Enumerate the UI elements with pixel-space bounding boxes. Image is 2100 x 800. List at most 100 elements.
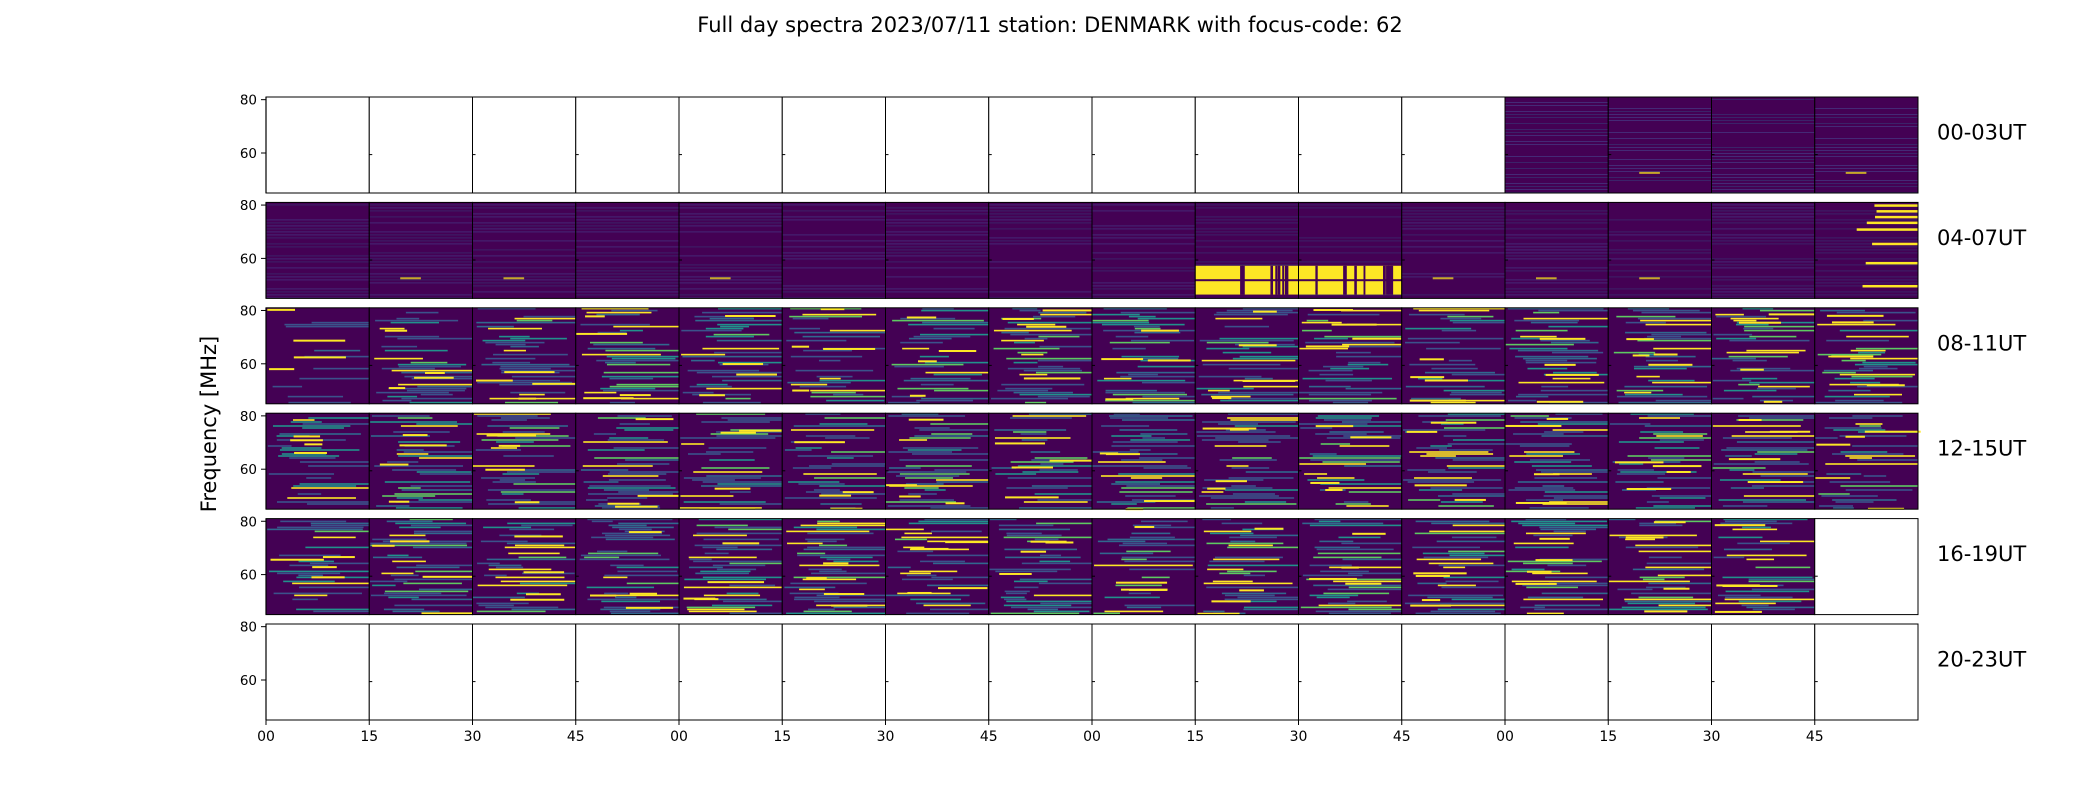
spectrum-panel bbox=[1607, 518, 1712, 616]
panel-border bbox=[1814, 96, 1919, 194]
panel-border bbox=[1814, 518, 1919, 616]
spectrum-panel bbox=[1401, 307, 1506, 405]
spectra-row: 80 60 04-07UT bbox=[240, 198, 2026, 299]
row-time-label: 20-23UT bbox=[1937, 647, 2026, 671]
spectrum-panel bbox=[1711, 201, 1816, 299]
spectra-row: 80 60 12-15UT bbox=[240, 409, 2026, 511]
spectrum-panel bbox=[1711, 518, 1816, 616]
y-tick-label: 60 bbox=[240, 673, 257, 689]
spectrum-panel bbox=[265, 96, 370, 194]
x-tick-label: 45 bbox=[1806, 729, 1824, 745]
spectrum-panel bbox=[1814, 518, 1919, 616]
spectrum-panel bbox=[1814, 412, 1921, 510]
spectrum-panel bbox=[1814, 201, 1919, 299]
spectrum-panel bbox=[781, 623, 886, 721]
x-tick-label: 30 bbox=[1703, 729, 1721, 745]
spectrum-panel bbox=[1711, 412, 1816, 510]
x-tick-label: 30 bbox=[464, 729, 482, 745]
spectrum-panel bbox=[368, 96, 473, 194]
spectrum-panel bbox=[885, 201, 990, 299]
spectrum-panel bbox=[1298, 412, 1403, 510]
spectrum-panel bbox=[1298, 518, 1403, 616]
x-tick-label: 30 bbox=[877, 729, 895, 745]
spectrum-panel bbox=[575, 96, 680, 194]
spectrum-panel bbox=[1401, 96, 1506, 194]
spectrum-panel bbox=[472, 518, 577, 616]
spectrum-panel bbox=[1607, 623, 1712, 721]
spectrum-panel bbox=[1711, 96, 1816, 194]
spectrum-panel bbox=[1194, 201, 1299, 299]
spectrum-panel bbox=[988, 307, 1095, 405]
spectrum-panel bbox=[575, 623, 680, 721]
x-tick-label: 30 bbox=[1290, 729, 1308, 745]
row-time-label: 16-19UT bbox=[1937, 542, 2026, 566]
x-tick-label: 45 bbox=[980, 729, 998, 745]
spectrum-panel bbox=[678, 518, 783, 616]
x-tick-label: 15 bbox=[1186, 729, 1204, 745]
spectrum-panel bbox=[368, 623, 473, 721]
spectrum-panel bbox=[1814, 623, 1919, 721]
y-tick-label: 80 bbox=[240, 620, 257, 636]
spectrum-panel bbox=[472, 623, 577, 721]
row-time-label: 00-03UT bbox=[1937, 120, 2026, 144]
spectrum-panel bbox=[575, 307, 680, 405]
spectrum-panel bbox=[1504, 518, 1609, 616]
spectrum-panel bbox=[265, 307, 370, 405]
spectrum-panel bbox=[1401, 412, 1506, 510]
spectrum-panel bbox=[1607, 307, 1712, 405]
panel-border bbox=[1814, 201, 1919, 299]
spectrum-panel bbox=[781, 201, 886, 299]
spectrum-panel bbox=[1814, 96, 1919, 194]
spectrum-panel bbox=[1091, 201, 1196, 299]
spectrum-panel bbox=[1711, 623, 1816, 721]
spectrum-panel bbox=[265, 623, 370, 721]
row-time-label: 04-07UT bbox=[1937, 226, 2026, 250]
spectrum-panel bbox=[678, 96, 783, 194]
x-tick-label: 15 bbox=[1599, 729, 1617, 745]
x-tick-label: 00 bbox=[670, 729, 688, 745]
spectrum-panel bbox=[678, 412, 790, 510]
y-tick-label: 60 bbox=[240, 568, 257, 584]
spectra-row: 80 60 00-03UT bbox=[240, 93, 2026, 194]
spectra-rows: 80 60 00-03UT 80 60 04-07UT 80 60 08-11UT 80 60 12-… bbox=[240, 93, 2026, 721]
spectrum-panel bbox=[1298, 96, 1403, 194]
spectrum-panel bbox=[678, 201, 783, 299]
x-tick-label: 15 bbox=[360, 729, 378, 745]
spectrum-panel bbox=[988, 518, 1093, 616]
spectrum-panel bbox=[678, 623, 783, 721]
spectrum-panel bbox=[1298, 623, 1403, 721]
y-tick-label: 60 bbox=[240, 146, 257, 162]
panel-border bbox=[1814, 412, 1919, 510]
y-tick-label: 80 bbox=[240, 514, 257, 530]
spectrum-panel bbox=[988, 201, 1093, 299]
x-axis-ticks: 00 15 30 45 00 15 30 45 00 15 30 45 00 15 30 45 bbox=[257, 720, 1824, 745]
spectrum-panel bbox=[1298, 201, 1403, 299]
x-tick-label: 15 bbox=[773, 729, 791, 745]
spectrum-panel bbox=[1091, 307, 1196, 405]
spectrum-panel bbox=[885, 307, 990, 405]
spectrum-panel bbox=[472, 96, 577, 194]
spectrum-panel bbox=[885, 623, 990, 721]
spectra-row: 80 60 16-19UT bbox=[240, 514, 2026, 616]
spectrum-panel bbox=[472, 412, 577, 510]
spectrum-panel bbox=[781, 518, 886, 616]
spectrum-panel bbox=[1607, 96, 1712, 194]
spectrum-panel bbox=[988, 96, 1093, 194]
chart-title: Full day spectra 2023/07/11 station: DEN… bbox=[697, 13, 1402, 37]
y-tick-label: 60 bbox=[240, 251, 257, 267]
spectrum-panel bbox=[1091, 623, 1196, 721]
spectrum-panel bbox=[1194, 623, 1299, 721]
spectrum-panel bbox=[1504, 96, 1609, 194]
spectrum-panel bbox=[1504, 412, 1609, 510]
spectrum-panel bbox=[781, 307, 886, 405]
spectrum-panel bbox=[678, 307, 783, 405]
spectrum-panel bbox=[781, 96, 886, 194]
spectrum-panel bbox=[1091, 96, 1196, 194]
spectrum-panel bbox=[885, 96, 990, 194]
spectrum-panel bbox=[1504, 201, 1609, 299]
spectrum-panel bbox=[1607, 412, 1712, 510]
y-tick-label: 60 bbox=[240, 462, 257, 478]
x-tick-label: 45 bbox=[1393, 729, 1411, 745]
spectrum-panel bbox=[1504, 307, 1609, 405]
